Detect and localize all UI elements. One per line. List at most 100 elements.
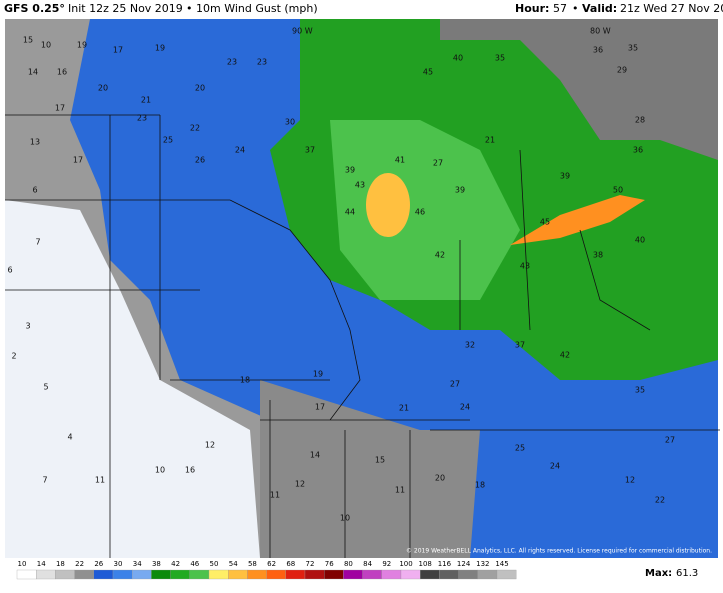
borders [5,114,720,558]
gust-value: 39 [345,166,355,175]
init: Init 12z 25 Nov 2019 [68,2,183,15]
meridian-label: 80 W [590,27,611,36]
gust-value: 6 [7,266,12,275]
legend: Max: 61.3 10 14 18 22 26 30 34 38 42 46 50 54 58 62 68… [16,560,698,580]
gust-value: 6 [32,186,37,195]
legend-swatch [170,569,190,580]
gust-value: 13 [30,138,40,147]
valid-label: Valid: [582,2,617,15]
separator: • [186,2,193,15]
gust-value: 17 [55,104,65,113]
legend-level: 30 [114,560,123,568]
gust-value: 46 [415,208,425,217]
legend-level: 76 [325,560,334,568]
gust-value: 42 [560,351,570,360]
gust-value: 37 [515,341,525,350]
legend-swatch [420,569,440,580]
legend-level: 124 [457,560,471,568]
gust-value: 41 [395,156,405,165]
gust-value: 14 [28,68,38,77]
gust-value: 35 [495,54,505,63]
product: 10m Wind Gust (mph) [196,2,318,15]
legend-swatch [208,569,229,580]
gust-value: 15 [23,36,33,45]
gust-value: 19 [155,44,165,53]
gust-value: 39 [455,186,465,195]
legend-level: 116 [438,560,452,568]
legend-level: 14 [37,560,46,568]
gust-value: 24 [550,462,560,471]
gust-value: 23 [257,58,267,67]
gust-value: 18 [475,481,485,490]
legend-swatch [381,569,402,580]
hour: 57 [553,2,567,15]
gust-value: 11 [270,491,280,500]
legend-level: 68 [286,560,295,568]
legend-level: 18 [56,560,65,568]
gust-value: 17 [73,156,83,165]
gust-value: 7 [42,476,47,485]
gust-value: 3 [25,322,30,331]
legend-level: 72 [306,560,315,568]
gust-value: 10 [155,466,165,475]
legend-swatch [36,569,56,580]
legend-swatch [55,569,75,580]
legend-swatch [132,569,152,580]
max-value: 61.3 [676,568,698,579]
gust-value: 12 [205,441,215,450]
gust-value: 36 [593,46,603,55]
gust-value: 24 [235,146,245,155]
gust-value: 17 [315,403,325,412]
gust-value: 43 [520,262,530,271]
gust-value: 30 [285,118,295,127]
gust-value: 45 [423,68,433,77]
gust-value: 42 [435,251,445,260]
gust-value: 44 [345,208,355,217]
gust-value: 35 [628,44,638,53]
light-zone [5,200,260,558]
legend-swatch [496,569,517,580]
legend-level: 84 [363,560,372,568]
gust-value: 22 [190,124,200,133]
legend-level: 58 [248,560,257,568]
gust-value: 23 [227,58,237,67]
gust-value: 25 [163,136,173,145]
gust-value: 27 [450,380,460,389]
legend-swatch [477,569,498,580]
gray-zone [440,19,718,160]
gust-value: 21 [485,136,495,145]
legend-level: 92 [382,560,391,568]
gust-value: 35 [635,386,645,395]
gust-value: 27 [665,436,675,445]
gust-value: 32 [465,341,475,350]
legend-level: 10 [18,560,27,568]
gust-value: 21 [399,404,409,413]
gust-value: 15 [375,456,385,465]
gust-value: 11 [95,476,105,485]
gust-value: 25 [515,444,525,453]
meridian-label: 90 W [292,27,313,36]
gust-value: 19 [313,370,323,379]
legend-level: 46 [190,560,199,568]
legend-swatch [266,569,286,580]
gust-value: 14 [310,451,320,460]
gust-value: 20 [195,84,205,93]
legend-swatch [93,569,114,580]
legend-swatch [458,569,478,580]
gust-value: 28 [635,116,645,125]
legend-level: 54 [229,560,238,568]
legend-level: 26 [94,560,103,568]
legend-swatch [151,569,171,580]
gust-value: 20 [98,84,108,93]
gust-value: 22 [655,496,665,505]
legend-level: 80 [344,560,353,568]
gust-value: 43 [355,181,365,190]
gust-value: 36 [633,146,643,155]
legend-level: 50 [210,560,219,568]
legend-level: 22 [75,560,84,568]
hour-label: Hour: [515,2,549,15]
gray-zone [260,380,480,558]
legend-swatch [285,569,306,580]
gust-value: 23 [137,114,147,123]
